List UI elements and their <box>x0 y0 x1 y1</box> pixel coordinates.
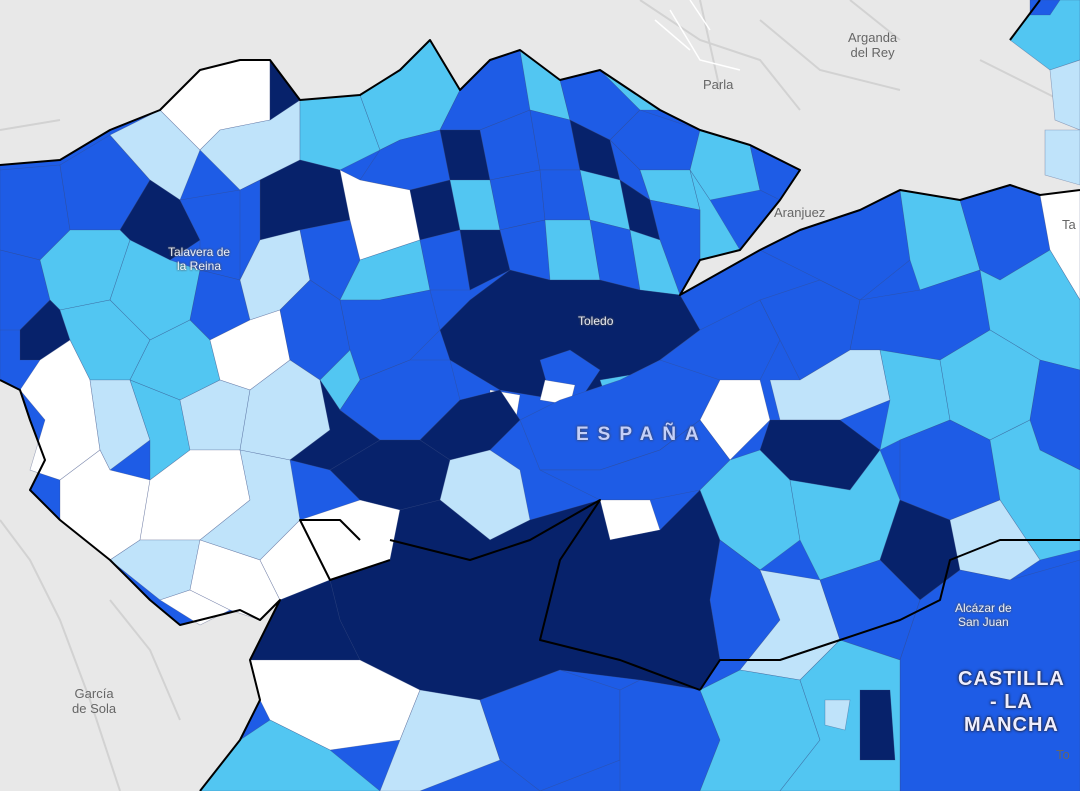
municipality-24 <box>89 379 151 471</box>
border-inner-south <box>389 499 701 691</box>
label-to: To <box>1056 747 1070 762</box>
label-talavera-de-la-reina: Talavera de la Reina <box>168 245 231 273</box>
municipality-119 <box>1044 129 1080 186</box>
label-parla: Parla <box>703 77 734 92</box>
municipality-108 <box>949 499 1041 581</box>
label-toledo: Toledo <box>578 314 614 328</box>
label-garcia-de-sola: García de Sola <box>72 686 117 716</box>
border-east <box>699 539 1080 691</box>
municipality-98 <box>769 349 891 421</box>
municipality-115 <box>859 689 896 761</box>
border-northeast <box>1009 0 1041 41</box>
border-north <box>0 39 1080 296</box>
municipality-104 <box>989 419 1080 561</box>
label-espana: ESPAÑA <box>576 424 708 445</box>
border-inner-west <box>299 519 391 581</box>
label-arganda-del-rey: Arganda del Rey <box>848 30 898 60</box>
label-aranjuez: Aranjuez <box>774 205 826 220</box>
label-alcazar-de-san-juan: Alcázar de San Juan <box>955 601 1012 629</box>
border-southwest <box>0 379 281 791</box>
municipality-118 <box>1049 59 1080 131</box>
label-ta: Ta <box>1062 217 1076 232</box>
label-castilla-la-mancha: CASTILLA - LA MANCHA <box>958 668 1065 736</box>
municipality-116 <box>824 699 851 731</box>
municipality-53 <box>489 169 546 231</box>
